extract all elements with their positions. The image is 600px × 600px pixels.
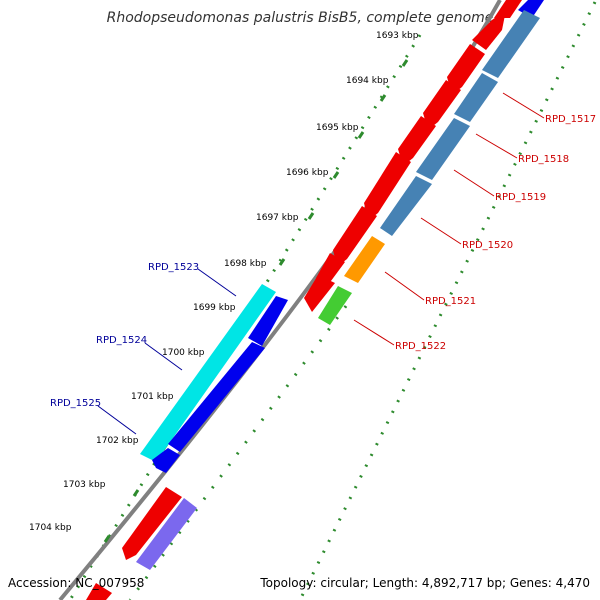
- middle-dotted-ruler: [128, 305, 348, 600]
- cds-red[interactable]: [398, 116, 436, 166]
- forward-cds-track: [86, 0, 522, 600]
- cds-blue[interactable]: [152, 448, 180, 473]
- cds-cyan[interactable]: [140, 284, 276, 462]
- cds-blue[interactable]: [248, 296, 288, 346]
- left-gene-labels: [97, 268, 237, 435]
- tick-label: 1693 kbp: [376, 31, 419, 41]
- cds-steelblue[interactable]: [482, 10, 540, 78]
- gene-label-rpd-1525[interactable]: RPD_1525: [50, 398, 101, 409]
- cds-red[interactable]: [423, 80, 461, 130]
- cds-red[interactable]: [122, 487, 182, 560]
- cds-red[interactable]: [494, 0, 522, 18]
- tick-label: 1701 kbp: [131, 392, 174, 402]
- gene-label-rpd-1524[interactable]: RPD_1524: [96, 335, 147, 346]
- tick-label: 1698 kbp: [224, 259, 267, 269]
- cds-steelblue[interactable]: [380, 176, 432, 236]
- tick-label: 1694 kbp: [346, 76, 389, 86]
- gene-label-rpd-1522[interactable]: RPD_1522: [395, 341, 446, 352]
- tick-label: 1700 kbp: [162, 348, 205, 358]
- summary-text: Topology: circular; Length: 4,892,717 bp…: [259, 576, 590, 590]
- tick-label: 1702 kbp: [96, 436, 139, 446]
- tick-label: 1695 kbp: [316, 123, 359, 133]
- gene-label-rpd-1520[interactable]: RPD_1520: [462, 240, 513, 251]
- cds-purple[interactable]: [136, 498, 197, 570]
- reverse-cds-track: [136, 0, 544, 570]
- tick-ruler: [68, 34, 422, 600]
- gene-label-rpd-1523[interactable]: RPD_1523: [148, 262, 199, 273]
- accession-text: Accession: NC_007958: [8, 576, 144, 590]
- cds-red[interactable]: [333, 206, 377, 267]
- gene-label-rpd-1518[interactable]: RPD_1518: [518, 154, 569, 165]
- inner-cds-track: [140, 284, 288, 473]
- cds-steelblue[interactable]: [416, 118, 470, 180]
- gene-label-rpd-1519[interactable]: RPD_1519: [495, 192, 546, 203]
- gene-label-rpd-1517[interactable]: RPD_1517: [545, 114, 596, 125]
- cds-red[interactable]: [364, 152, 411, 221]
- cds-red[interactable]: [86, 583, 112, 600]
- cds-red[interactable]: [304, 275, 335, 312]
- tick-label: 1703 kbp: [63, 480, 106, 490]
- cds-red[interactable]: [447, 44, 485, 95]
- tick-label: 1697 kbp: [256, 213, 299, 223]
- right-gene-labels: [353, 92, 545, 346]
- cds-green[interactable]: [318, 286, 352, 325]
- map-title: Rhodopseudomonas palustris BisB5, comple…: [107, 10, 494, 26]
- tick-labels: 1693 kbp 1694 kbp 1695 kbp 1696 kbp 1697…: [29, 31, 419, 533]
- cds-red[interactable]: [472, 10, 506, 50]
- tick-label: 1699 kbp: [193, 303, 236, 313]
- tick-label: 1696 kbp: [286, 168, 329, 178]
- gene-label-rpd-1521[interactable]: RPD_1521: [425, 296, 476, 307]
- cds-blue[interactable]: [168, 342, 265, 452]
- tick-label: 1704 kbp: [29, 523, 72, 533]
- cds-orange[interactable]: [344, 236, 385, 283]
- cds-steelblue[interactable]: [454, 73, 498, 122]
